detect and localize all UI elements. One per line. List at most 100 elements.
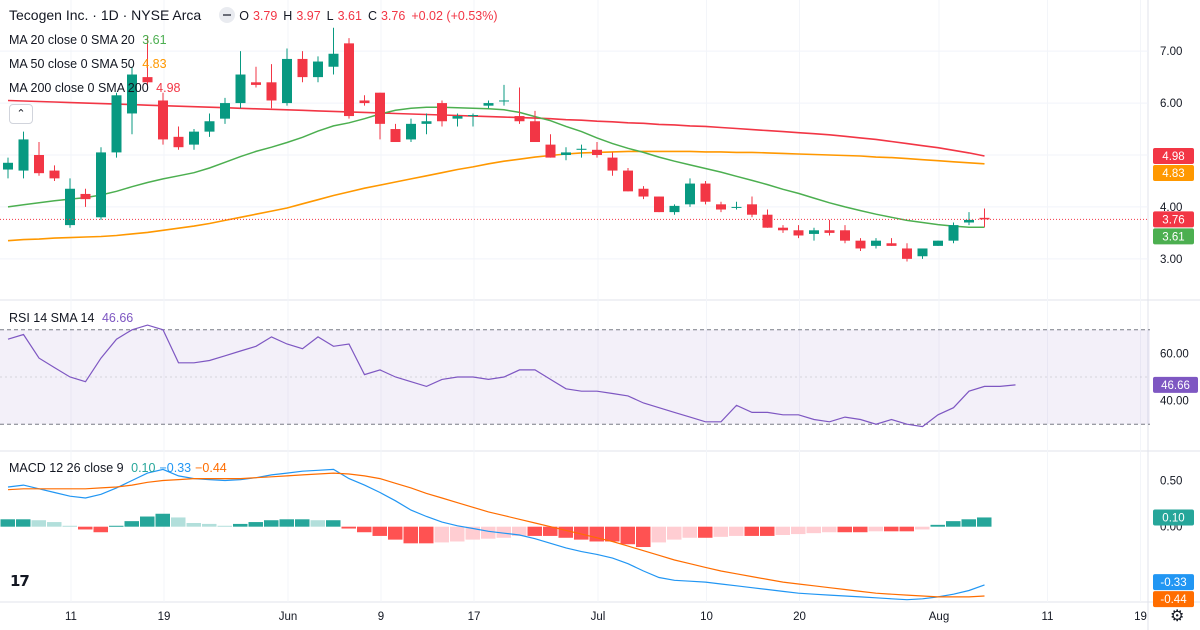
macd-hist-bar xyxy=(822,526,837,533)
symbol-title[interactable]: Tecogen Inc. · 1D · NYSE Arca xyxy=(9,7,202,23)
candle-body xyxy=(762,214,773,228)
candle-body xyxy=(886,243,897,246)
ma20-line xyxy=(7,106,985,228)
ma50-legend[interactable]: MA 50 close 0 SMA 50 4.83 xyxy=(9,57,167,71)
collapse-legend-button[interactable]: ⌃ xyxy=(9,104,33,124)
candle-body xyxy=(452,116,463,119)
price-label-text: 4.98 xyxy=(1162,151,1184,163)
macd-legend[interactable]: MACD 12 26 close 9 0.10 −0.33 −0.44 xyxy=(9,461,227,475)
y-tick-label: 6.00 xyxy=(1160,98,1182,110)
price-label-tag xyxy=(1153,165,1194,182)
macd-hist-bar xyxy=(946,521,961,527)
x-tick-label: 11 xyxy=(1042,611,1054,623)
macd-hist-bar xyxy=(434,526,449,543)
candle-body xyxy=(297,58,308,78)
macd-hist-bar xyxy=(295,519,310,527)
x-tick-label: 19 xyxy=(158,611,171,623)
macd-hist-bar xyxy=(853,526,868,533)
macd-hist-bar xyxy=(171,517,186,527)
candle-body xyxy=(49,170,60,179)
price-label-tag xyxy=(1153,148,1194,165)
macd-hist-bar xyxy=(698,526,713,538)
macd-hist-bar xyxy=(465,526,480,540)
macd-hist-bar xyxy=(372,526,387,536)
macd-hist-bar xyxy=(527,526,542,536)
macd-hist-bar xyxy=(47,522,62,527)
candle-body xyxy=(902,248,912,259)
x-tick-label: 19 xyxy=(1134,611,1147,623)
candle-body xyxy=(669,205,680,213)
macd-hist-bar xyxy=(977,517,992,527)
candle-body xyxy=(638,188,649,197)
candle-body xyxy=(576,148,587,150)
macd-hist-bar xyxy=(310,520,325,527)
candle-body xyxy=(142,77,153,83)
macd-hist-bar xyxy=(357,526,372,533)
candle-body xyxy=(3,162,13,170)
ma50-value: 4.83 xyxy=(142,57,167,71)
candle-body xyxy=(344,43,354,117)
ma200-legend[interactable]: MA 200 close 0 SMA 200 4.98 xyxy=(9,81,181,95)
candle-body xyxy=(96,152,106,218)
macd-hist-bar xyxy=(899,526,914,532)
macd-hist-bar xyxy=(884,526,899,532)
x-tick-label: 11 xyxy=(65,611,77,623)
macd-hist-bar xyxy=(930,524,945,527)
candle-body xyxy=(266,82,277,101)
macd-hist-bar xyxy=(667,526,682,540)
candle-body xyxy=(840,230,850,241)
candle-body xyxy=(979,217,990,220)
candle-body xyxy=(592,149,602,155)
macd-hist-bar xyxy=(961,519,976,527)
candle-body xyxy=(654,196,664,213)
macd-label-tag xyxy=(1153,591,1194,608)
macd-hist-bar xyxy=(558,526,573,538)
x-tick-label: 20 xyxy=(793,611,806,623)
y-tick-label: 0.50 xyxy=(1160,475,1182,487)
macd-label-tag xyxy=(1153,509,1194,526)
macd-hist-bar xyxy=(233,523,248,527)
tradingview-logo-icon[interactable]: 17 xyxy=(10,572,30,590)
candle-body xyxy=(747,204,757,215)
candle-body xyxy=(235,74,246,104)
candle-body xyxy=(623,170,633,192)
macd-hist-bar xyxy=(682,526,697,538)
macd-hist-bar xyxy=(512,526,527,536)
signal-line xyxy=(7,472,985,598)
macd-hist-value: 0.10 xyxy=(131,461,156,475)
macd-hist-bar xyxy=(915,526,930,530)
macd-hist-bar xyxy=(124,521,139,527)
macd-line xyxy=(7,468,985,601)
rsi-legend[interactable]: RSI 14 SMA 14 46.66 xyxy=(9,311,134,325)
x-tick-label: Aug xyxy=(929,611,949,623)
candle-body xyxy=(809,230,819,234)
y-tick-label: 40.00 xyxy=(1160,396,1189,408)
x-tick-label: 9 xyxy=(378,611,384,623)
y-tick-label: 60.00 xyxy=(1160,348,1189,360)
candle-body xyxy=(282,58,292,104)
macd-hist-bar xyxy=(791,526,806,535)
macd-hist-bar xyxy=(388,526,403,540)
candle-body xyxy=(964,219,974,223)
gear-icon[interactable]: ⚙ xyxy=(1170,608,1185,625)
candle-body xyxy=(158,100,168,140)
price-label-tag xyxy=(1153,211,1194,228)
macd-hist-bar xyxy=(140,516,155,527)
macd-hist-bar xyxy=(775,526,790,536)
candle-body xyxy=(685,183,695,205)
macd-hist-bar xyxy=(109,525,124,527)
macd-hist-bar xyxy=(403,526,418,544)
macd-hist-bar xyxy=(326,520,341,527)
eye-icon[interactable] xyxy=(219,7,236,24)
ma20-legend[interactable]: MA 20 close 0 SMA 20 3.61 xyxy=(9,33,167,47)
candle-body xyxy=(824,230,835,233)
candle-body xyxy=(204,121,215,132)
change-value: +0.02 (+0.53%) xyxy=(411,9,498,23)
rsi-band xyxy=(0,329,1150,425)
candle-body xyxy=(34,155,44,174)
candle-body xyxy=(251,82,261,85)
macd-hist-bar xyxy=(744,526,759,536)
candle-body xyxy=(731,206,742,208)
macd-hist-bar xyxy=(729,526,744,536)
